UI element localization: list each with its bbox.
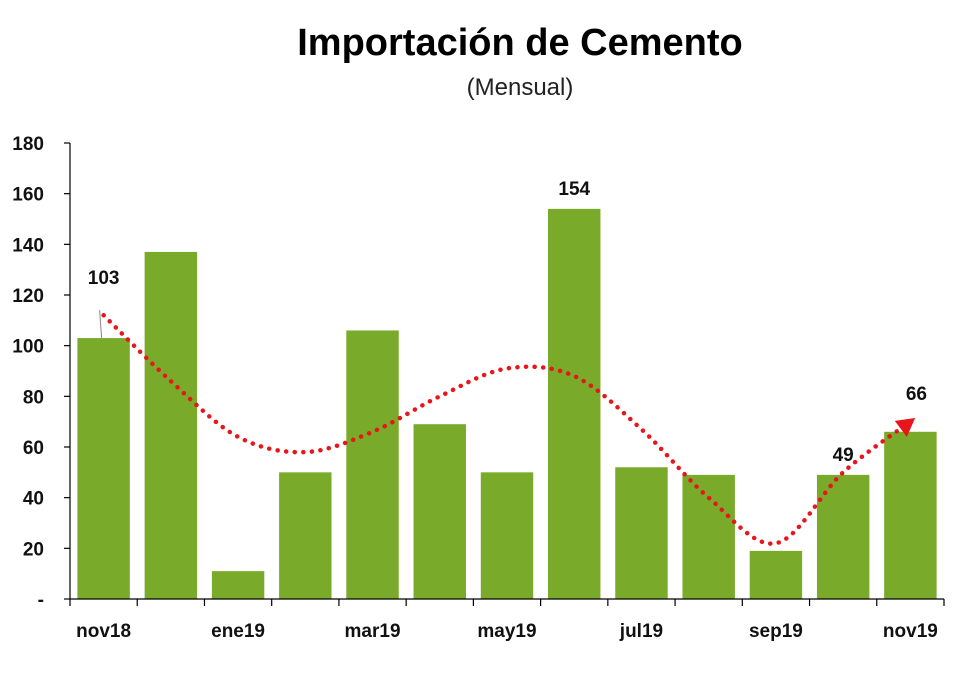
bar-ene19	[211, 571, 265, 599]
x-tick-label-sep19: sep19	[749, 621, 803, 642]
y-tick-label: 160	[12, 185, 44, 206]
chart-subtitle: (Mensual)	[466, 74, 574, 101]
trend-line-path	[101, 313, 913, 546]
bar-abr19	[413, 424, 466, 599]
data-label-oct19: 49	[833, 445, 854, 466]
y-tick-label: 140	[12, 235, 44, 256]
data-label-nov19: 66	[906, 384, 927, 405]
bar-oct19	[816, 474, 870, 599]
bar-nov18	[77, 338, 130, 599]
y-tick-label: -	[38, 590, 44, 611]
y-axis: - 20 40 60 80 100 120 140 160 180	[12, 134, 71, 611]
y-tick-label: 180	[12, 134, 44, 155]
trend-arrow-head	[894, 418, 916, 437]
x-tick-label-ene19: ene19	[211, 621, 265, 642]
y-tick-label: 40	[23, 489, 44, 510]
bar-jun19	[548, 208, 601, 599]
y-tick-label: 120	[12, 286, 44, 307]
x-tick-label-mar19: mar19	[345, 621, 401, 642]
y-tick-label: 100	[12, 337, 44, 358]
trend-line	[101, 313, 916, 546]
y-tick-label: 60	[23, 438, 44, 459]
bar-dic18	[144, 251, 198, 599]
data-label-jun19: 154	[558, 179, 590, 200]
y-tick-label: 80	[23, 387, 44, 408]
bar-feb19	[279, 472, 332, 599]
x-axis: nov18 ene19 mar19 may19 jul19 sep19 nov19	[69, 598, 945, 642]
bar-nov19	[884, 431, 937, 599]
bar-mar19	[346, 330, 399, 599]
data-labels: 103 154 49 66	[88, 179, 927, 466]
data-label-nov18: 103	[88, 268, 120, 289]
label-leader-line	[99, 310, 103, 339]
y-tick-label: 20	[23, 539, 44, 560]
chart-title: Importación de Cemento	[297, 22, 743, 64]
bar-may19	[480, 472, 534, 599]
x-tick-label-may19: may19	[477, 621, 536, 642]
bar-sep19	[749, 550, 803, 599]
x-tick-label-nov19: nov19	[883, 621, 938, 642]
x-tick-label-jul19: jul19	[619, 621, 663, 642]
x-tick-label-nov18: nov18	[76, 621, 131, 642]
bars	[77, 208, 937, 599]
bar-ago19	[682, 474, 735, 599]
bar-jul19	[615, 467, 668, 599]
